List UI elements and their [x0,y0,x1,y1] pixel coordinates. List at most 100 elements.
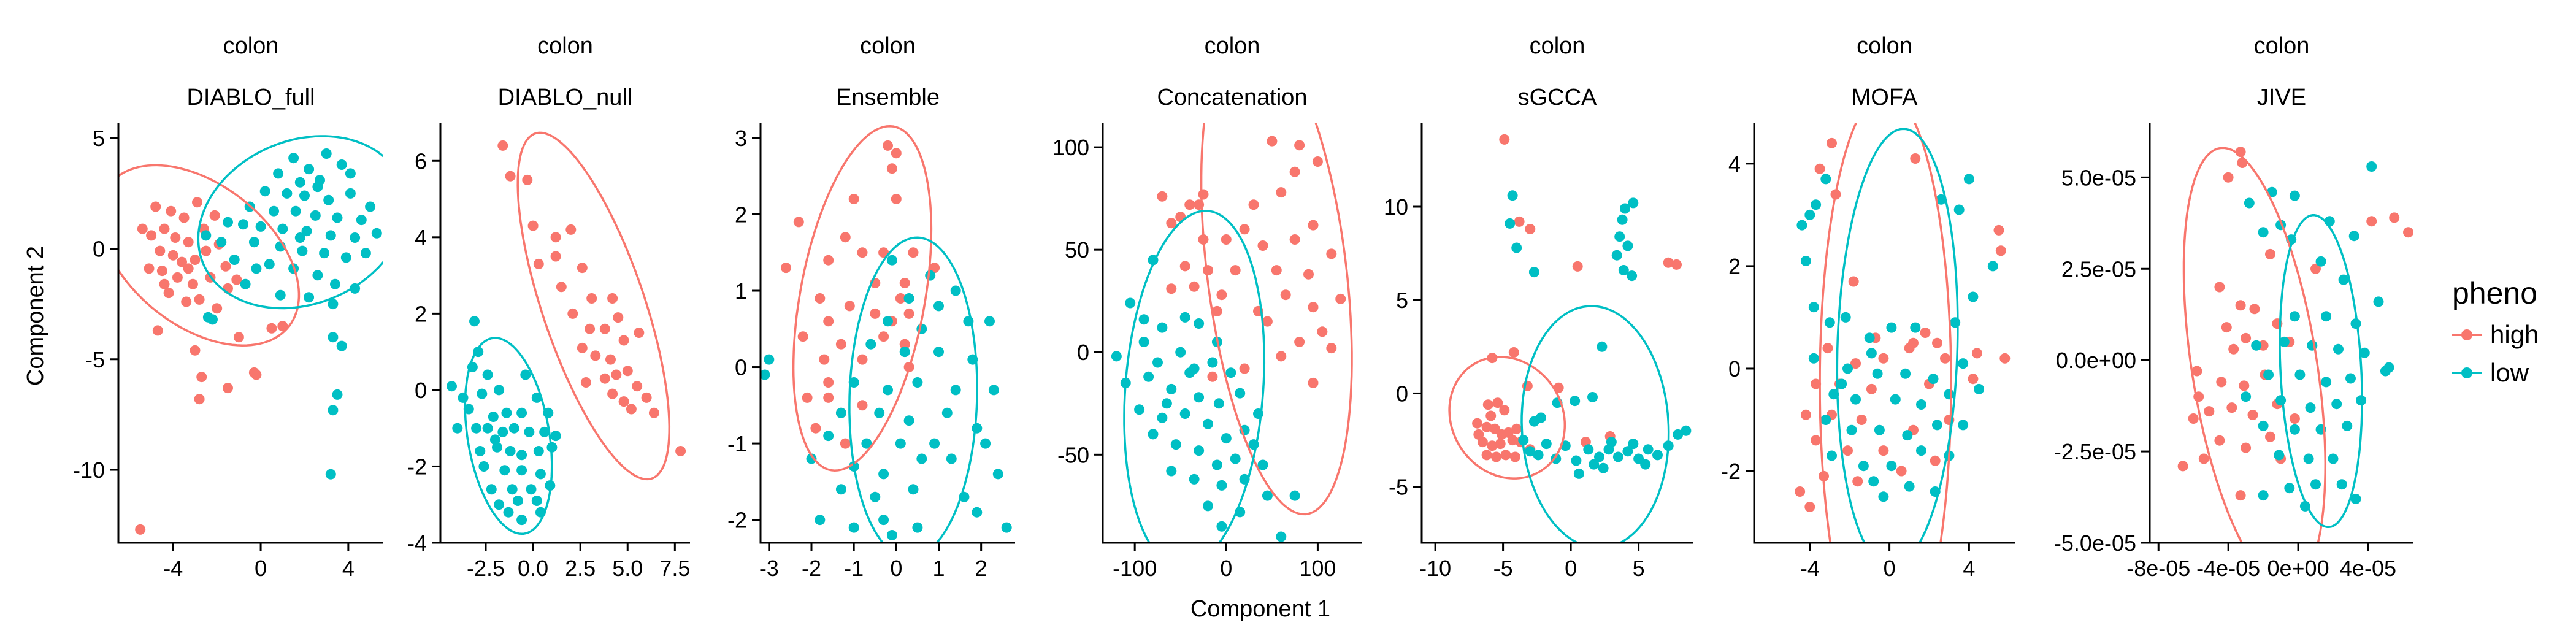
point-high [2191,366,2202,377]
point-low [1175,347,1186,358]
point-low [929,438,940,449]
point-low [2315,256,2326,267]
point-low [1587,392,1598,402]
point-low [1622,240,1633,251]
point-high [823,392,834,403]
legend-label-high: high [2490,320,2539,349]
point-low [1627,270,1638,282]
point-low [471,423,482,434]
point-high [1904,343,1915,354]
y-tick-label: 0 [93,237,105,262]
point-high [675,446,686,456]
points-layer [1795,137,2011,512]
point-low [304,292,315,303]
point-high [223,383,233,394]
point-high [497,140,508,151]
facet-strip-title: colon [860,33,916,59]
point-high [146,230,157,241]
point-low [1932,420,1942,431]
point-low [950,385,961,396]
point-high [1932,337,1942,348]
point-low [1189,473,1200,485]
point-high [626,404,637,415]
point-low [2279,336,2290,347]
point-high [266,323,277,334]
facet-panel-1: colon DIABLO_full -4 0 4 5 0 -5 -10 [73,33,383,581]
y-tick-label: 50 [1065,237,1089,263]
point-low [503,507,514,518]
ellipse-layer [2182,147,2363,543]
point-low [264,259,275,270]
point-high [1257,240,1268,251]
point-low [273,168,284,179]
point-high [1878,353,1889,364]
ellipse-high [2182,147,2327,543]
y-tick-label: 5 [1396,288,1408,313]
y-tick-label: 0 [1077,340,1089,365]
point-low [2348,231,2359,242]
ellipse-high [118,164,301,347]
point-high [2289,413,2300,424]
point-low [499,465,510,476]
point-high [2235,490,2246,501]
x-tick-label: 4 [342,556,355,581]
point-high [1968,374,1979,385]
point-low [1866,348,1877,359]
point-low [1987,261,1998,272]
point-high [2241,442,2252,453]
point-low [1916,399,1926,410]
point-low [1620,203,1630,214]
x-tick-label: -8e-05 [2126,556,2190,581]
point-low [1953,204,1965,215]
y-tick-label: 3 [735,126,747,151]
point-high [2265,431,2275,442]
point-low [516,515,527,526]
point-low [325,230,336,241]
point-low [336,340,347,351]
y-tick-label: 0 [1396,381,1408,406]
point-high [181,296,192,307]
y-tick-label: 100 [1052,135,1089,160]
point-low [883,385,893,396]
point-high [1317,326,1328,337]
point-low [2345,373,2356,384]
point-high [1230,265,1241,276]
x-tick-label: -2 [802,556,821,581]
point-high [1496,429,1507,440]
y-tick-label: 5 [93,126,105,151]
x-tick-label: 1 [932,556,945,581]
point-high [505,171,516,182]
point-high [848,194,859,204]
y-tick-label: 2 [415,301,427,326]
point-low [1216,480,1227,491]
point-low [550,431,561,442]
point-high [634,328,645,338]
point-low [201,230,212,241]
point-high [178,212,190,223]
point-low [1804,209,1815,220]
point-low [2258,227,2269,238]
point-low [1143,371,1154,382]
point-low [1902,430,1913,441]
point-high [899,278,910,288]
x-tick-label: 2 [975,556,987,581]
point-high [580,377,591,388]
y-tick-label: 0 [1728,356,1741,381]
point-low [972,423,983,434]
point-low [1968,291,1979,302]
point-low [486,484,497,495]
point-low [1950,317,1961,328]
ellipse-low [848,236,978,543]
point-high [2223,172,2234,183]
point-low [1571,455,1582,466]
point-low [299,190,310,201]
point-high [190,255,201,265]
facet-strip-subtitle: Ensemble [836,85,940,110]
point-low [1820,174,1831,185]
point-high [155,245,166,256]
facet-strip-subtitle: sGCCA [1518,85,1597,110]
point-low [1612,451,1623,462]
point-high [183,263,194,274]
facet-strip-subtitle: Concatenation [1157,85,1307,110]
point-high [2214,282,2225,293]
